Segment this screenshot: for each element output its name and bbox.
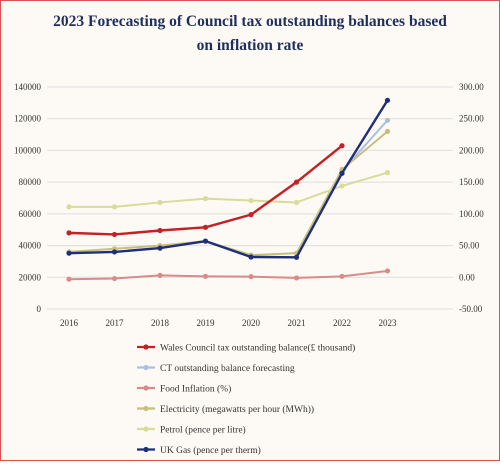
data-point — [339, 273, 345, 279]
data-point — [248, 274, 254, 280]
y-right-tick-label: 250.00 — [459, 114, 484, 124]
y-left-tick-label: 140000 — [14, 82, 42, 92]
y-left-tick-label: 100000 — [14, 145, 42, 155]
data-point — [384, 128, 391, 134]
data-point — [66, 204, 72, 210]
series-line — [68, 144, 343, 236]
series-lines — [66, 97, 391, 282]
axis-labels: 0 -50.00 20000 0.00 40000 50.00 60000 100.00 800… — [14, 82, 484, 328]
legend-marker — [143, 344, 149, 350]
legend-item: UK Gas (pence per therm) — [137, 445, 261, 456]
legend-label: Wales Council tax outstanding balance(£ … — [160, 342, 355, 353]
data-point — [339, 143, 345, 149]
legend-label: CT outstanding balance forecasting — [160, 363, 295, 374]
legend-marker — [143, 405, 149, 412]
legend-label: Petrol (pence per litre) — [160, 424, 246, 435]
data-point — [248, 212, 254, 218]
x-tick-label: 2019 — [197, 318, 216, 328]
legend-marker — [143, 426, 149, 432]
data-point — [293, 179, 300, 185]
data-point — [66, 250, 72, 256]
data-point — [384, 268, 391, 274]
x-tick-label: 2018 — [151, 318, 170, 328]
x-tick-label: 2017 — [106, 318, 125, 328]
x-tick-label: 2020 — [242, 318, 261, 328]
data-point — [384, 170, 391, 176]
legend-item: CT outstanding balance forecasting — [137, 363, 295, 374]
data-point — [111, 231, 118, 238]
legend: Wales Council tax outstanding balance(£ … — [137, 342, 355, 456]
x-tick-label: 2021 — [288, 318, 306, 328]
legend-item: Food Inflation (%) — [137, 383, 231, 394]
series-line — [68, 269, 388, 281]
y-right-tick-label: 0.00 — [459, 272, 475, 282]
data-point — [157, 245, 163, 251]
data-point — [202, 196, 209, 202]
series-line — [68, 99, 389, 259]
data-point — [111, 249, 118, 255]
y-left-tick-label: 80000 — [19, 177, 42, 187]
x-tick-label: 2022 — [333, 318, 351, 328]
legend-label: Food Inflation (%) — [160, 383, 231, 394]
series-food-inflation — [66, 268, 391, 282]
y-left-tick-label: 20000 — [19, 272, 42, 282]
data-point — [157, 199, 163, 206]
data-point — [339, 183, 345, 189]
data-point — [157, 227, 163, 234]
data-point — [339, 170, 345, 176]
y-left-tick-label: 120000 — [14, 114, 42, 124]
y-right-tick-label: 300.00 — [459, 82, 484, 92]
y-right-tick-label: 200.00 — [459, 145, 484, 155]
x-tick-label: 2023 — [379, 318, 398, 328]
y-left-tick-label: 40000 — [19, 241, 42, 251]
legend-marker — [143, 364, 149, 371]
chart-title-line-1: 2023 Forecasting of Council tax outstand… — [53, 13, 447, 30]
y-right-tick-label: 50.00 — [459, 241, 480, 251]
chart-title-line-2: on inflation rate — [197, 37, 304, 54]
legend-item: Wales Council tax outstanding balance(£ … — [137, 342, 355, 353]
y-left-tick-label: 60000 — [19, 209, 42, 219]
legend-marker — [143, 446, 149, 453]
legend-item: Petrol (pence per litre) — [137, 424, 246, 435]
data-point — [384, 97, 391, 103]
y-right-tick-label: 150.00 — [459, 177, 484, 187]
data-point — [202, 273, 209, 279]
data-point — [248, 197, 254, 204]
data-point — [111, 204, 118, 210]
data-point — [66, 276, 72, 282]
data-point — [202, 238, 209, 244]
legend-label: UK Gas (pence per therm) — [160, 445, 261, 456]
data-point — [293, 199, 300, 206]
legend-label: Electricity (megawatts per hour (MWh)) — [160, 404, 314, 415]
data-point — [157, 272, 163, 278]
legend-item: Electricity (megawatts per hour (MWh)) — [137, 404, 314, 415]
data-point — [202, 224, 209, 230]
series-wales-council-tax-outstanding-balance-thousand — [66, 143, 345, 238]
y-left-tick-label: 0 — [37, 304, 42, 314]
legend-marker — [143, 385, 149, 391]
series-uk-gas-pence-per-therm — [66, 97, 391, 260]
data-point — [293, 254, 300, 260]
data-point — [384, 117, 391, 123]
y-right-tick-label: -50.00 — [459, 304, 483, 314]
data-point — [111, 275, 118, 282]
x-tick-label: 2016 — [60, 318, 79, 328]
data-point — [293, 275, 300, 281]
y-right-tick-label: 100.00 — [459, 209, 484, 219]
data-point — [248, 254, 254, 260]
data-point — [66, 230, 72, 236]
